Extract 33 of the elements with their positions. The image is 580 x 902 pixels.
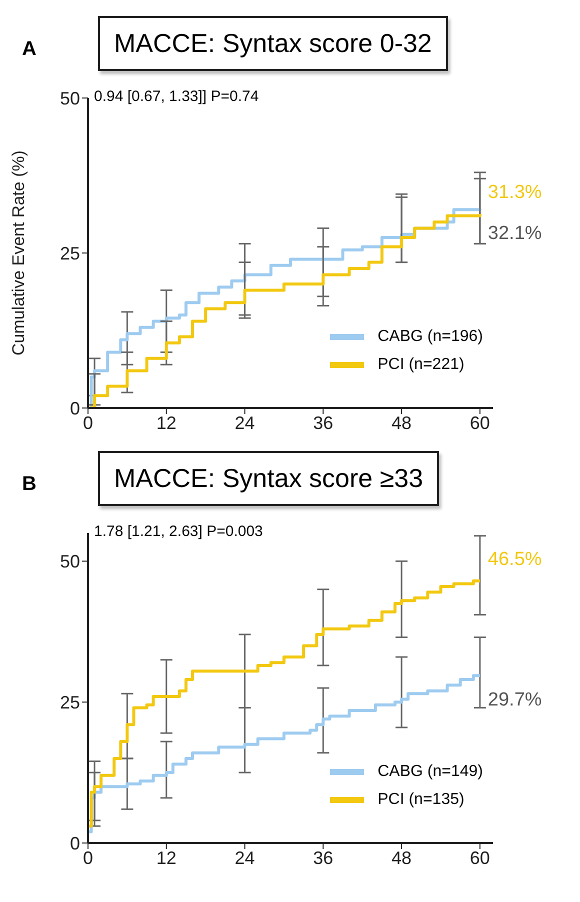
x-tick-label: 36 xyxy=(313,412,334,433)
annotation: 0.94 [0.67, 1.33]] P=0.74 xyxy=(94,88,259,105)
annotation: 32.1% xyxy=(488,222,542,244)
legend-label: PCI (n=221) xyxy=(378,356,464,374)
annotation: 29.7% xyxy=(488,690,542,711)
y-tick-label: 25 xyxy=(60,692,80,712)
chart-title: MACCE: Syntax score ≥33 xyxy=(98,451,440,506)
y-tick-label: 50 xyxy=(60,88,80,108)
annotation: 1.78 [1.21, 2.63] P=0.003 xyxy=(94,523,263,540)
x-tick-label: 24 xyxy=(234,848,255,868)
x-tick-label: 60 xyxy=(470,848,490,868)
x-tick-label: 12 xyxy=(156,848,176,868)
text: B xyxy=(22,473,36,496)
y-tick-label: 0 xyxy=(70,398,80,418)
legend-label: CABG (n=149) xyxy=(378,763,483,781)
x-tick-label: 48 xyxy=(392,848,412,868)
chart-title: MACCE: Syntax score 0-32 xyxy=(98,16,448,71)
y-tick-label: 0 xyxy=(70,833,80,854)
x-tick-label: 48 xyxy=(392,412,412,433)
text: A xyxy=(22,38,36,61)
legend-label: CABG (n=196) xyxy=(378,328,483,346)
x-tick-label: 0 xyxy=(82,412,94,433)
y-tick-label: 25 xyxy=(60,243,80,264)
x-tick-label: 24 xyxy=(234,412,255,433)
x-tick-label: 12 xyxy=(156,412,176,433)
y-axis-title: Cumulative Event Rate (%) xyxy=(9,150,28,356)
legend-label: PCI (n=135) xyxy=(378,791,464,809)
annotation: 46.5% xyxy=(488,548,542,570)
annotation: 31.3% xyxy=(488,182,542,203)
x-tick-label: 0 xyxy=(82,848,94,868)
x-tick-label: 60 xyxy=(470,412,490,433)
y-tick-label: 50 xyxy=(60,552,80,572)
x-tick-label: 36 xyxy=(313,848,334,868)
